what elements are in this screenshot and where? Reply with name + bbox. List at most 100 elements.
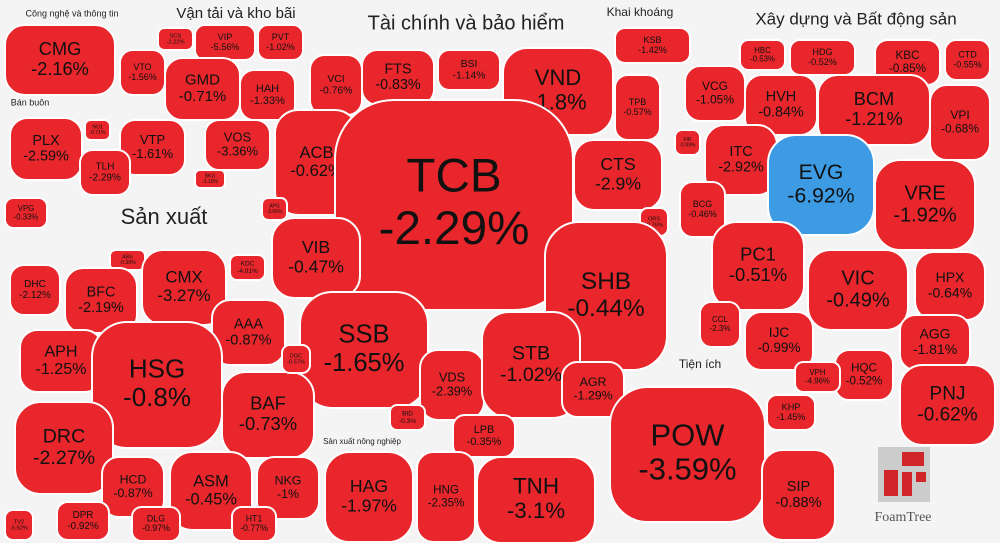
- ticker: BSI: [461, 59, 478, 70]
- ticker: DRC: [43, 425, 85, 447]
- sector-title: Công nghệ và thông tin: [25, 8, 118, 18]
- sector-title: Sản xuất nông nghiệp: [323, 437, 401, 446]
- ticker: BID: [402, 411, 413, 418]
- ticker: SCS: [170, 33, 182, 39]
- stock-cell: AAA-0.87%: [211, 299, 286, 366]
- stock-cell: BFC-2.19%: [64, 267, 138, 334]
- sector-group: Tài chính và bảo hiểmVCI-0.76%FTS-0.83%B…: [261, 12, 669, 458]
- stock-cell: APH-1.25%: [19, 329, 103, 393]
- change: -5.56%: [211, 42, 240, 52]
- ticker: CMX: [165, 268, 202, 287]
- ticker: CTD: [958, 49, 977, 59]
- sector-title: Tiện ích: [679, 357, 721, 371]
- ticker: KSB: [643, 35, 661, 45]
- stock-cell: HAG-1.97%: [324, 451, 414, 543]
- change: -0.57%: [623, 107, 652, 117]
- stock-cell: BSI-1.14%: [437, 49, 501, 91]
- stock-cell: BCM-1.21%: [817, 74, 931, 146]
- change: -1.05%: [696, 92, 734, 106]
- change: -0.83%: [375, 77, 421, 93]
- ticker: EVG: [799, 161, 844, 184]
- change: -0.51%: [729, 264, 787, 285]
- stock-cell: TLH-2.29%: [79, 149, 131, 196]
- cell-shape: [157, 27, 194, 51]
- stock-cell: LPB-0.35%: [452, 414, 516, 458]
- stock-cell: DHC-2.12%: [9, 264, 61, 316]
- stock-cell: VRE-1.92%: [874, 159, 976, 251]
- cell-shape: [79, 149, 131, 196]
- sector-group: Khai khoáng KSB-1.42%: [607, 5, 691, 64]
- cell-shape: [14, 401, 114, 495]
- cell-shape: [9, 264, 61, 316]
- ticker: SSB: [338, 321, 389, 349]
- stock-cell: VTO-1.56%: [119, 49, 166, 96]
- stock-cell: HDG-0.52%: [789, 39, 856, 76]
- change: -1.14%: [453, 70, 486, 81]
- cell-shape: [929, 84, 991, 161]
- change: -2.9%: [595, 173, 641, 193]
- change: -0.84%: [758, 105, 804, 121]
- cell-shape: [761, 449, 836, 541]
- stock-cell: NO1-0.71%: [84, 119, 111, 141]
- cell-shape: [944, 39, 991, 81]
- change: -0.73%: [239, 413, 297, 434]
- stock-cell: BAF-0.73%: [221, 371, 315, 459]
- stock-cell: KBC-0.85%: [874, 39, 941, 86]
- logo-text: FoamTree: [874, 510, 931, 525]
- cell-shape: [84, 119, 111, 141]
- ticker: VIP: [218, 32, 233, 42]
- change: -1%: [277, 487, 299, 501]
- cell-shape: [739, 39, 786, 71]
- cell-shape: [204, 119, 271, 171]
- change: -0.57%: [287, 360, 305, 366]
- change: -3.36%: [217, 144, 259, 159]
- ticker: VOS: [224, 129, 252, 144]
- ticker: PLX: [32, 133, 60, 149]
- change: -0.35%: [467, 436, 502, 448]
- sector-group: Công nghệ và thông tin CMG-2.16%: [4, 8, 119, 96]
- foamtree-logo: FoamTree: [874, 447, 932, 525]
- stock-cell: BKG-3.16%: [194, 169, 226, 189]
- sector-group: Vận tải và kho bãiSCS-2.22%VIP-5.56%PVT-…: [119, 5, 304, 189]
- sector-title: Tài chính và bảo hiểm: [368, 12, 565, 34]
- cell-shape: [766, 394, 816, 431]
- stock-cell: SIP-0.88%: [761, 449, 836, 541]
- stock-cell: VCG-1.05%: [684, 65, 746, 122]
- change: -0.76%: [645, 223, 663, 229]
- cell-shape: [874, 159, 976, 251]
- cell-shape: [256, 456, 320, 520]
- ticker: BCG: [693, 199, 713, 209]
- stock-cell: IJC-0.99%: [744, 311, 814, 371]
- stock-cell: FIR-0.99%: [674, 129, 701, 156]
- change: -0.53%: [750, 54, 775, 63]
- ticker: VIC: [841, 267, 874, 289]
- change: -0.64%: [928, 284, 972, 300]
- change: -3.27%: [157, 286, 210, 305]
- ticker: VCG: [702, 79, 728, 93]
- change: -0.8%: [123, 382, 191, 412]
- ticker: HNG: [433, 484, 459, 497]
- ticker: GMD: [185, 72, 220, 89]
- cell-shape: [476, 456, 596, 543]
- change: -1.97%: [341, 495, 397, 515]
- ticker: PVT: [272, 32, 290, 42]
- cell-shape: [679, 181, 726, 238]
- ticker: ORS: [648, 216, 660, 222]
- cell-shape: [573, 139, 663, 211]
- ticker: CMG: [39, 39, 81, 59]
- change: -0.99%: [757, 340, 800, 355]
- stock-cell: ASM-0.45%: [169, 451, 253, 531]
- ticker: AGR: [580, 375, 607, 389]
- change: -1.25%: [35, 360, 86, 378]
- change: -0.77%: [240, 523, 268, 533]
- ticker: CTS: [600, 154, 635, 174]
- stock-cell: GMD-0.71%: [164, 57, 241, 121]
- change: -1.56%: [128, 72, 157, 82]
- stock-cell: DLG-0.97%: [131, 506, 181, 542]
- stock-cell: KDC-4.01%: [229, 254, 266, 281]
- ticker: HQC: [851, 362, 877, 375]
- ticker: DLG: [147, 513, 165, 523]
- change: -1.42%: [638, 45, 667, 55]
